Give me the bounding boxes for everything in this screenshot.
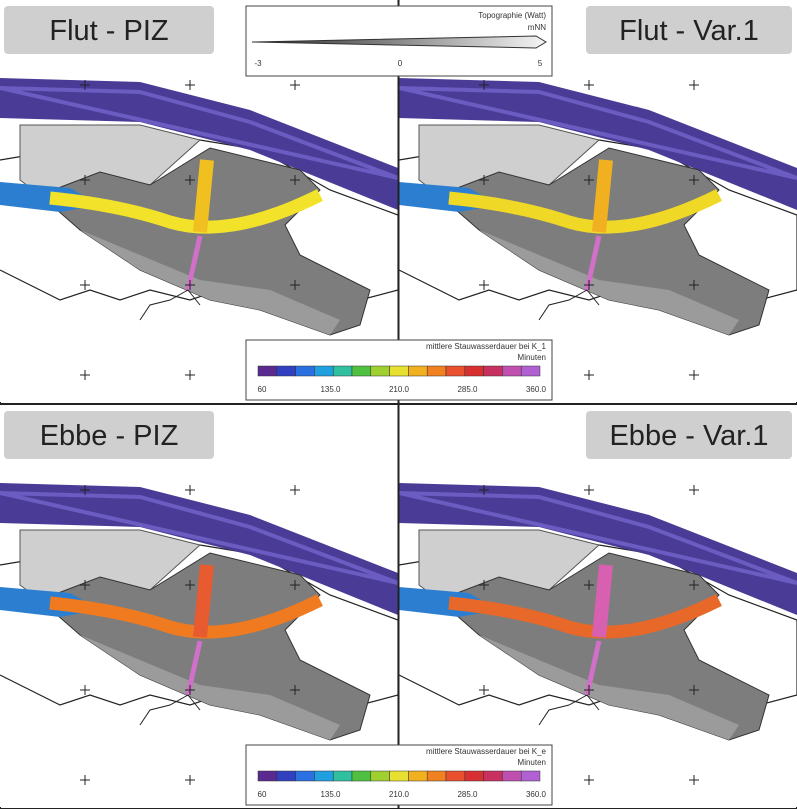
map-figure: Flut - PIZ Flut - Var.1 Ebbe - PIZ Ebbe … [0,0,797,809]
colorbar: mittlere Stauwasserdauer bei K_e Minuten 6… [246,745,552,805]
colorbar: mittlere Stauwasserdauer bei K_1 Minuten 6… [246,340,552,400]
colorbar-title: mittlere Stauwasserdauer bei K_1 [426,342,547,351]
colorbar-tick: 135.0 [320,385,341,394]
color-swatch [465,771,484,781]
color-swatch [314,771,333,781]
color-swatch [258,771,277,781]
color-swatch [371,366,390,376]
color-swatch [408,771,427,781]
colorbar-tick: 360.0 [526,385,547,394]
color-swatch [390,771,409,781]
color-swatch [352,366,371,376]
panel-title: Ebbe - PIZ [40,420,179,452]
colorbar-unit: Minuten [518,758,546,767]
panel-title: Flut - Var.1 [619,15,759,47]
colorbar-tick: 60 [258,385,267,394]
colorbar-tick: 135.0 [320,790,341,799]
colorbar-tick: 285.0 [457,790,478,799]
color-swatch [427,771,446,781]
color-swatch [296,366,315,376]
panel-title: Ebbe - Var.1 [609,420,768,452]
color-swatch [333,771,352,781]
colorbar-title: mittlere Stauwasserdauer bei K_e [426,747,547,756]
color-swatch [277,366,296,376]
color-swatch [408,366,427,376]
panel-title-box: Ebbe - PIZ [4,411,214,459]
legend-unit: mNN [528,23,546,32]
panel-title-box: Flut - PIZ [4,6,214,54]
legend-title: Topographie (Watt) [478,11,546,20]
colorbar-tick: 210.0 [389,790,410,799]
color-swatch [333,366,352,376]
color-swatch [502,366,521,376]
color-swatch [277,771,296,781]
color-swatch [371,771,390,781]
legend-tick: 0 [398,59,403,68]
colorbar-tick: 210.0 [389,385,410,394]
color-swatch [521,771,540,781]
color-swatch [521,366,540,376]
panel-title-box: Ebbe - Var.1 [586,411,792,459]
color-swatch [296,771,315,781]
color-swatch [446,771,465,781]
color-swatch [258,366,277,376]
legend-tick: 5 [538,59,543,68]
color-swatch [390,366,409,376]
color-swatch [427,366,446,376]
panel-title: Flut - PIZ [49,15,168,47]
colorbar-unit: Minuten [518,353,546,362]
color-swatch [446,366,465,376]
panel-title-box: Flut - Var.1 [586,6,792,54]
colorbar-tick: 360.0 [526,790,547,799]
color-swatch [465,366,484,376]
topography-legend: Topographie (Watt) mNN -3 0 5 [246,6,552,76]
legend-tick: -3 [254,59,262,68]
color-swatch [484,366,503,376]
color-swatch [314,366,333,376]
color-swatch [502,771,521,781]
color-swatch [352,771,371,781]
color-swatch [484,771,503,781]
colorbar-tick: 285.0 [457,385,478,394]
colorbar-tick: 60 [258,790,267,799]
